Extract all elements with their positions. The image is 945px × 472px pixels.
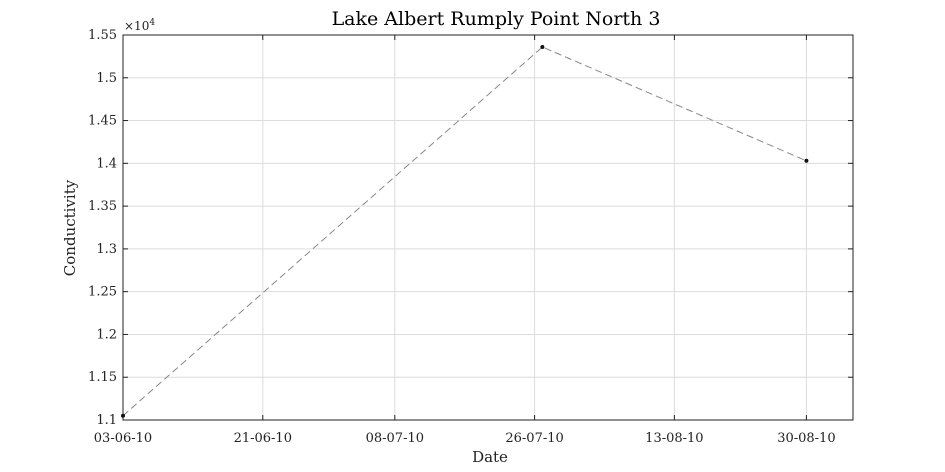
chart-title: Lake Albert Rumply Point North 3 (332, 8, 661, 30)
data-point (804, 158, 809, 163)
series-layer (121, 44, 809, 418)
x-tick-label: 08-07-10 (366, 431, 424, 446)
data-point (121, 413, 125, 418)
x-tick-label: 26-07-10 (505, 431, 563, 446)
plot-frame (122, 34, 854, 421)
y-tick-label: 1.4 (96, 156, 117, 171)
tick-layer: 03-06-10 21-06-10 08-07-10 26-07-10 13-08-10… (88, 28, 853, 446)
x-tick-label: 21-06-10 (234, 431, 292, 446)
x-tick-label: 30-08-10 (777, 431, 835, 446)
y-tick-label: 1.15 (88, 370, 117, 385)
y-tick-label: 1.35 (88, 199, 117, 214)
data-point (540, 44, 545, 49)
y-tick-label: 1.25 (88, 285, 117, 300)
x-tick-label: 03-06-10 (94, 431, 152, 446)
y-tick-label: 1.55 (88, 28, 117, 43)
y-tick-label: 1.3 (96, 242, 117, 257)
y-axis-exponent-power: 4 (149, 18, 155, 28)
y-tick-label: 1.1 (96, 413, 117, 428)
y-axis-label: Conductivity (61, 179, 79, 276)
y-tick-label: 1.2 (96, 327, 117, 342)
y-tick-label: 1.45 (88, 114, 117, 129)
y-tick-label: 1.5 (96, 71, 117, 86)
y-axis-exponent: ×104 (124, 18, 155, 33)
y-axis-exponent-base: ×10 (124, 19, 149, 33)
x-tick-label: 13-08-10 (645, 431, 703, 446)
series-line (122, 46, 807, 417)
grid-layer (122, 34, 853, 421)
x-axis-label: Date (472, 448, 508, 466)
